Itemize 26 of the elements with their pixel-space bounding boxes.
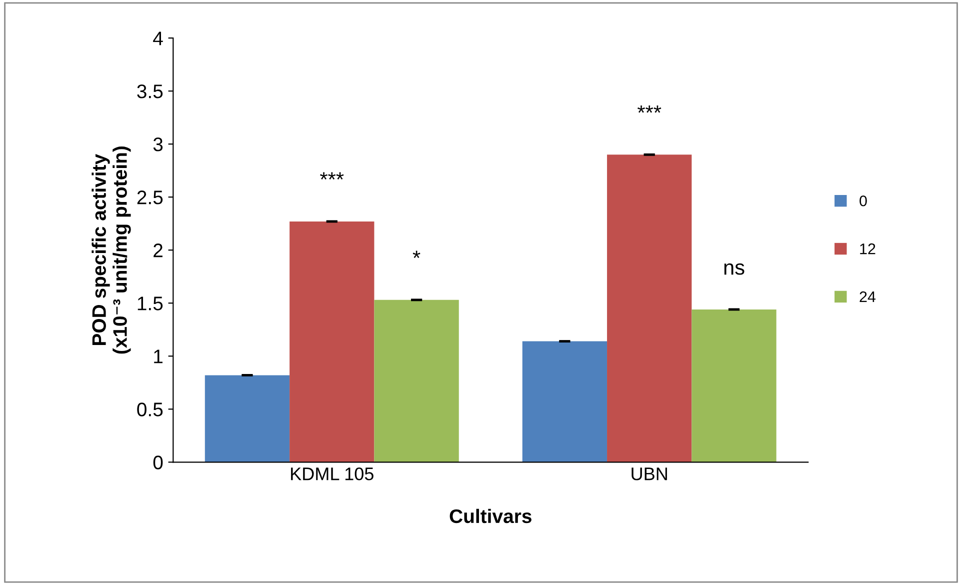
bar (290, 221, 374, 462)
legend-label: 0 (860, 195, 867, 206)
bar (692, 309, 776, 462)
x-tick-label: UBN (632, 468, 667, 480)
bar (374, 300, 459, 462)
x-axis-title: Cultivars (450, 508, 532, 524)
bar (204, 375, 290, 462)
y-tick-label: 4 (153, 32, 163, 46)
annotation: ns (724, 263, 744, 275)
bar (522, 341, 608, 462)
annotation: *** (638, 105, 662, 113)
y-axis-title: POD specific activity (x10⁻³ unit/mg protein) (92, 146, 131, 354)
y-tick-label: 3.5 (137, 84, 163, 98)
y-tick-label: 1.5 (138, 296, 163, 310)
y-tick-label: 2.5 (137, 190, 163, 204)
annotation: *** (320, 172, 344, 180)
y-tick-label: 2 (154, 244, 162, 258)
legend-label: 12 (860, 243, 876, 254)
x-tick-label: KDML 105 (291, 467, 374, 480)
bar (607, 154, 692, 462)
y-tick-label: 0.5 (137, 402, 163, 416)
legend-label: 24 (860, 291, 876, 302)
y-tick-label: 0 (153, 456, 163, 470)
y-tick-label: 1 (154, 350, 162, 364)
annotation: * (412, 250, 420, 258)
y-tick-label: 3 (153, 138, 163, 152)
